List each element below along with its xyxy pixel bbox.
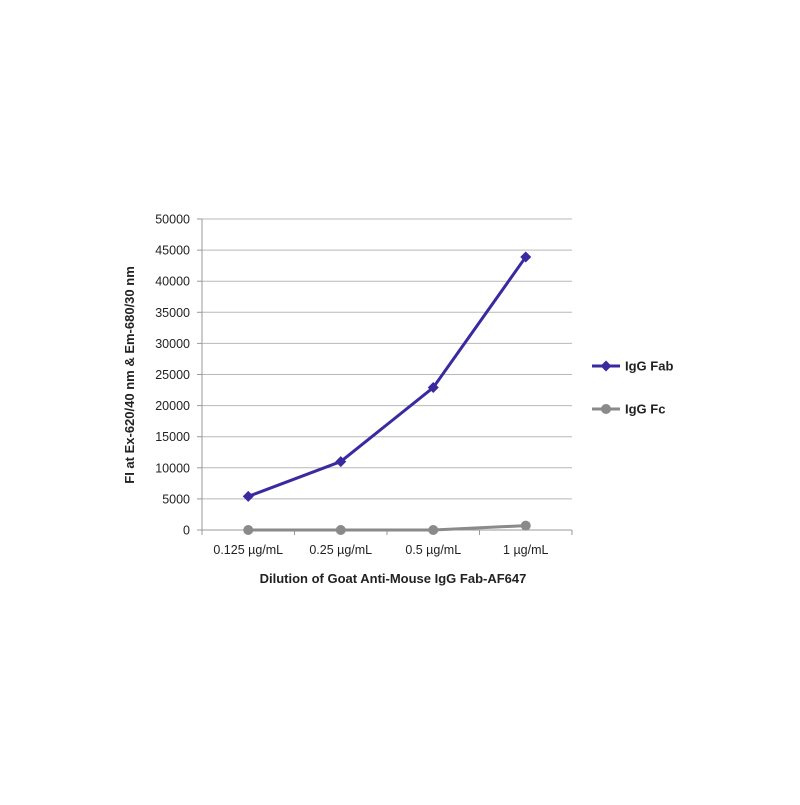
x-tick-label: 0.5 µg/mL	[405, 543, 461, 557]
y-axis-title: FI at Ex-620/40 nm & Em-680/30 nm	[122, 266, 137, 483]
x-tick-label: 0.25 µg/mL	[309, 543, 372, 557]
y-tick-label: 5000	[162, 492, 190, 506]
series-line	[248, 524, 526, 532]
legend-swatch-marker	[600, 360, 612, 372]
x-axis-title: Dilution of Goat Anti-Mouse IgG Fab-AF64…	[260, 571, 527, 586]
grid-lines	[202, 218, 572, 500]
y-tick-label: 45000	[155, 244, 190, 258]
data-point	[243, 525, 254, 535]
legend-swatch-marker	[601, 404, 611, 414]
y-tick-labels: 0 5000 10000 15000 20000 25000 30000 35000 40000…	[155, 213, 190, 538]
legend-entry: IgG Fab	[592, 359, 673, 374]
data-point	[242, 490, 254, 502]
y-tick-label: 0	[183, 524, 190, 538]
series-igg-fc	[243, 520, 531, 535]
y-tick-label: 25000	[155, 368, 190, 382]
data-point	[520, 520, 531, 531]
legend-label: IgG Fc	[625, 402, 665, 417]
y-tick-label: 30000	[155, 337, 190, 351]
series-line	[247, 256, 527, 498]
series-igg-fab	[242, 251, 532, 502]
legend: IgG Fab IgG Fc	[592, 359, 673, 417]
series	[242, 251, 532, 535]
y-tick-label: 35000	[155, 306, 190, 320]
data-point	[335, 525, 346, 535]
x-tick-label: 0.125 µg/mL	[213, 543, 283, 557]
y-tick-label: 50000	[155, 213, 190, 227]
data-point	[520, 251, 532, 263]
y-tick-label: 15000	[155, 430, 190, 444]
data-point	[427, 382, 439, 394]
legend-label: IgG Fab	[625, 359, 673, 374]
x-tick-labels: 0.125 µg/mL 0.25 µg/mL 0.5 µg/mL 1 µg/mL	[213, 543, 548, 557]
x-tick-label: 1 µg/mL	[503, 543, 548, 557]
axes	[197, 218, 573, 535]
y-tick-label: 40000	[155, 275, 190, 289]
data-point	[428, 525, 439, 535]
legend-entry: IgG Fc	[592, 402, 665, 417]
data-point	[335, 456, 347, 468]
y-tick-label: 10000	[155, 461, 190, 475]
y-tick-label: 20000	[155, 399, 190, 413]
